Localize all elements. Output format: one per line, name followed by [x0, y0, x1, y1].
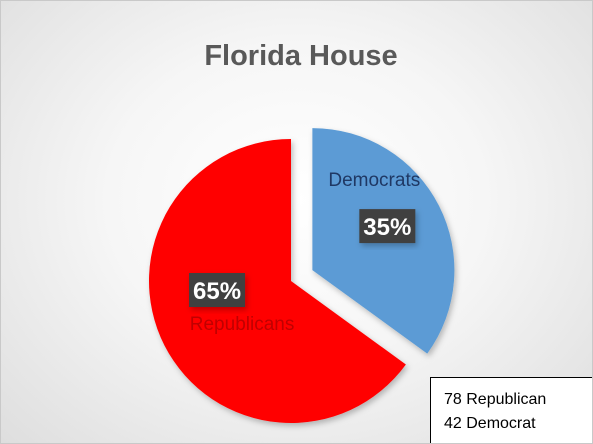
data-label-republicans: 65%: [193, 278, 241, 305]
chart-title: Florida House: [204, 40, 397, 72]
slice-label-republicans: Republicans: [190, 314, 295, 335]
democrat-seat-count: 42 Democrat: [444, 415, 536, 432]
republican-seat-count: 78 Republican: [444, 391, 547, 408]
pie-labels: Democrats 35% Republicans 65%: [189, 170, 420, 335]
data-label-democrats: 35%: [363, 214, 411, 241]
data-label-box-democrats: [359, 209, 416, 244]
slice-label-democrats: Democrats: [328, 170, 420, 191]
pie-slice-republicans: [148, 139, 406, 424]
seat-count-note: 78 Republican 42 Democrat: [430, 377, 592, 443]
data-label-box-republicans: [189, 273, 246, 308]
